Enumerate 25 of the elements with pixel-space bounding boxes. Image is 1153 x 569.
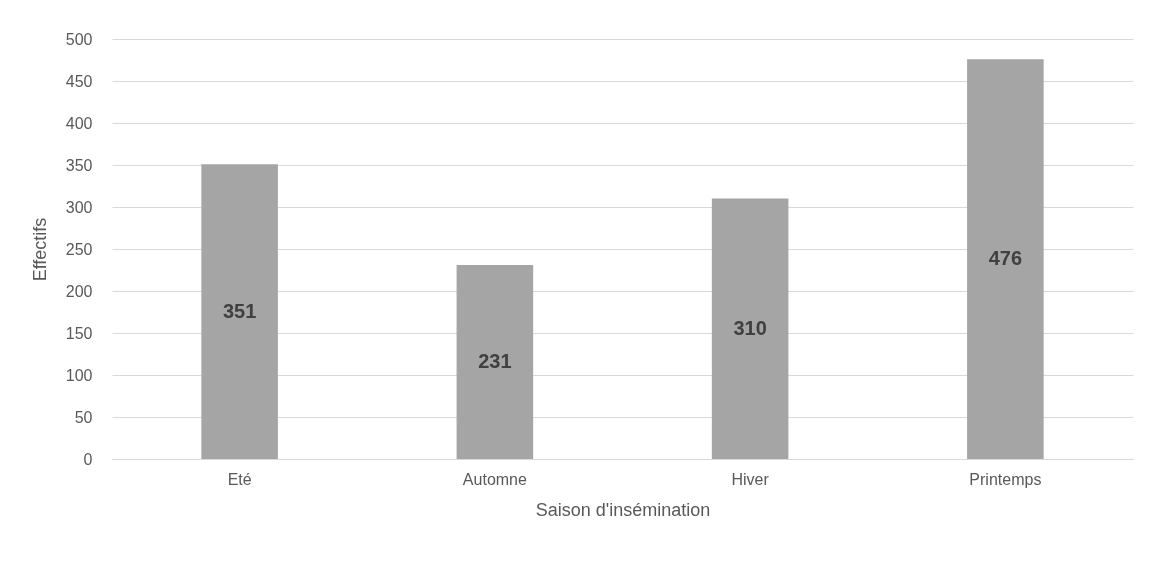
y-tick-label: 100 <box>65 366 93 384</box>
y-axis-title: Effectifs <box>29 217 50 282</box>
x-tick-label: Automne <box>462 470 527 488</box>
bar <box>201 164 278 459</box>
y-tick-label: 450 <box>65 72 93 90</box>
y-tick-label: 250 <box>65 240 93 258</box>
data-label: 476 <box>988 247 1023 270</box>
x-tick-label: Hiver <box>731 470 770 488</box>
data-label: 231 <box>478 349 512 372</box>
x-axis-title: Saison d'insémination <box>535 499 711 520</box>
x-tick-label: Printemps <box>969 470 1042 488</box>
y-tick-label: 0 <box>83 450 93 468</box>
bar <box>967 59 1044 459</box>
y-tick-label: 500 <box>65 30 93 48</box>
y-tick-label: 350 <box>65 156 93 174</box>
y-tick-label: 200 <box>65 282 93 300</box>
y-tick-label: 50 <box>74 408 93 426</box>
y-tick-label: 300 <box>65 198 93 216</box>
x-tick-label: Eté <box>227 470 252 488</box>
data-label: 310 <box>733 316 767 339</box>
y-tick-label: 150 <box>65 324 93 342</box>
y-tick-label: 400 <box>65 114 93 132</box>
bar <box>456 264 534 459</box>
data-label: 351 <box>222 299 257 322</box>
bar <box>711 198 789 459</box>
